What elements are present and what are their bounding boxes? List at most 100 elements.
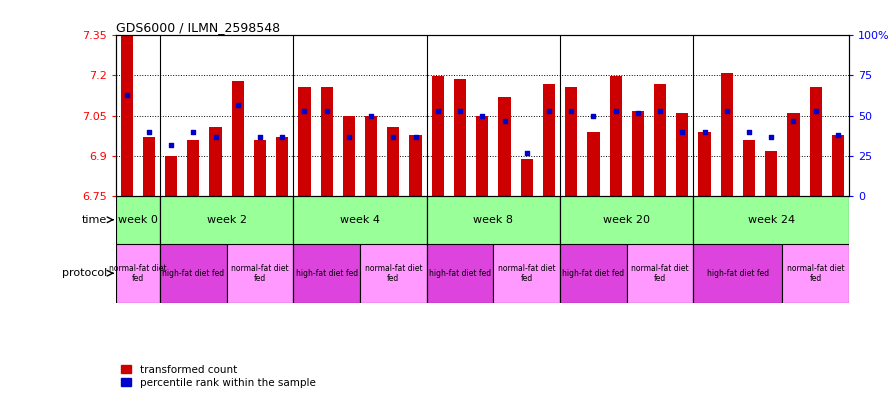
Bar [454,79,466,196]
Point [676,129,690,135]
Bar [360,244,427,303]
Point [698,129,712,135]
Bar [627,244,693,303]
Bar [343,116,355,196]
Bar [632,111,644,196]
Bar [293,196,427,244]
Point [765,134,779,141]
Bar [432,76,444,196]
Text: normal-fat diet
fed: normal-fat diet fed [498,264,556,283]
Point [809,108,823,114]
Bar [254,140,266,196]
Point [387,134,401,141]
Bar [543,84,555,196]
Bar [116,196,160,244]
Point [609,108,623,114]
Bar [299,87,310,196]
Text: normal-fat diet
fed: normal-fat diet fed [364,264,422,283]
Bar [427,196,560,244]
Point [565,108,579,114]
Bar [654,84,666,196]
Text: week 24: week 24 [748,215,795,225]
Bar [160,196,293,244]
Bar [321,87,332,196]
Text: high-fat diet fed: high-fat diet fed [296,269,357,278]
Bar [743,140,755,196]
Point [364,113,379,119]
Point [742,129,757,135]
Bar [560,196,693,244]
Point [341,134,356,141]
Bar [493,244,560,303]
Point [164,142,179,149]
Point [453,108,468,114]
Bar [782,244,849,303]
Bar [499,97,510,196]
Bar [565,87,577,196]
Point [209,134,223,141]
Point [653,108,668,114]
Point [787,118,801,125]
Text: high-fat diet fed: high-fat diet fed [429,269,491,278]
Bar [188,140,199,196]
Bar [276,138,288,196]
Point [720,108,734,114]
Bar [232,81,244,196]
Point [498,118,512,125]
Bar [121,36,132,196]
Bar [165,156,177,196]
Text: week 0: week 0 [118,215,157,225]
Bar [410,135,421,196]
Bar [699,132,710,196]
Bar [293,244,360,303]
Point [253,134,268,141]
Point [831,132,845,138]
Bar [521,159,533,196]
Text: time: time [82,215,107,225]
Point [631,110,645,117]
Point [187,129,201,135]
Bar [693,196,849,244]
Bar [765,151,777,196]
Text: normal-fat diet
fed: normal-fat diet fed [787,264,845,283]
Point [297,108,312,114]
Bar [832,135,844,196]
Bar [227,244,293,303]
Point [142,129,156,135]
Point [476,113,490,119]
Point [276,134,290,141]
Bar [677,114,688,196]
Bar [560,244,627,303]
Text: high-fat diet fed: high-fat diet fed [707,269,769,278]
Bar [810,87,821,196]
Bar [143,138,155,196]
Text: week 8: week 8 [474,215,513,225]
Bar [588,132,599,196]
Point [409,134,423,141]
Point [542,108,557,114]
Bar [427,244,493,303]
Point [431,108,445,114]
Text: GDS6000 / ILMN_2598548: GDS6000 / ILMN_2598548 [116,21,280,34]
Text: high-fat diet fed: high-fat diet fed [163,269,224,278]
Bar [477,116,488,196]
Bar [116,244,160,303]
Text: normal-fat diet
fed: normal-fat diet fed [631,264,689,283]
Point [520,151,534,157]
Bar [721,73,733,196]
Text: normal-fat diet
fed: normal-fat diet fed [109,264,166,283]
Text: week 4: week 4 [340,215,380,225]
Text: high-fat diet fed: high-fat diet fed [563,269,624,278]
Text: normal-fat diet
fed: normal-fat diet fed [231,264,289,283]
Point [231,102,245,108]
Bar [160,244,227,303]
Text: protocol: protocol [61,268,107,278]
Bar [693,244,782,303]
Bar [388,127,399,196]
Bar [365,116,377,196]
Bar [210,127,221,196]
Bar [610,76,621,196]
Text: week 20: week 20 [604,215,650,225]
Point [320,108,334,114]
Legend: transformed count, percentile rank within the sample: transformed count, percentile rank withi… [121,365,316,388]
